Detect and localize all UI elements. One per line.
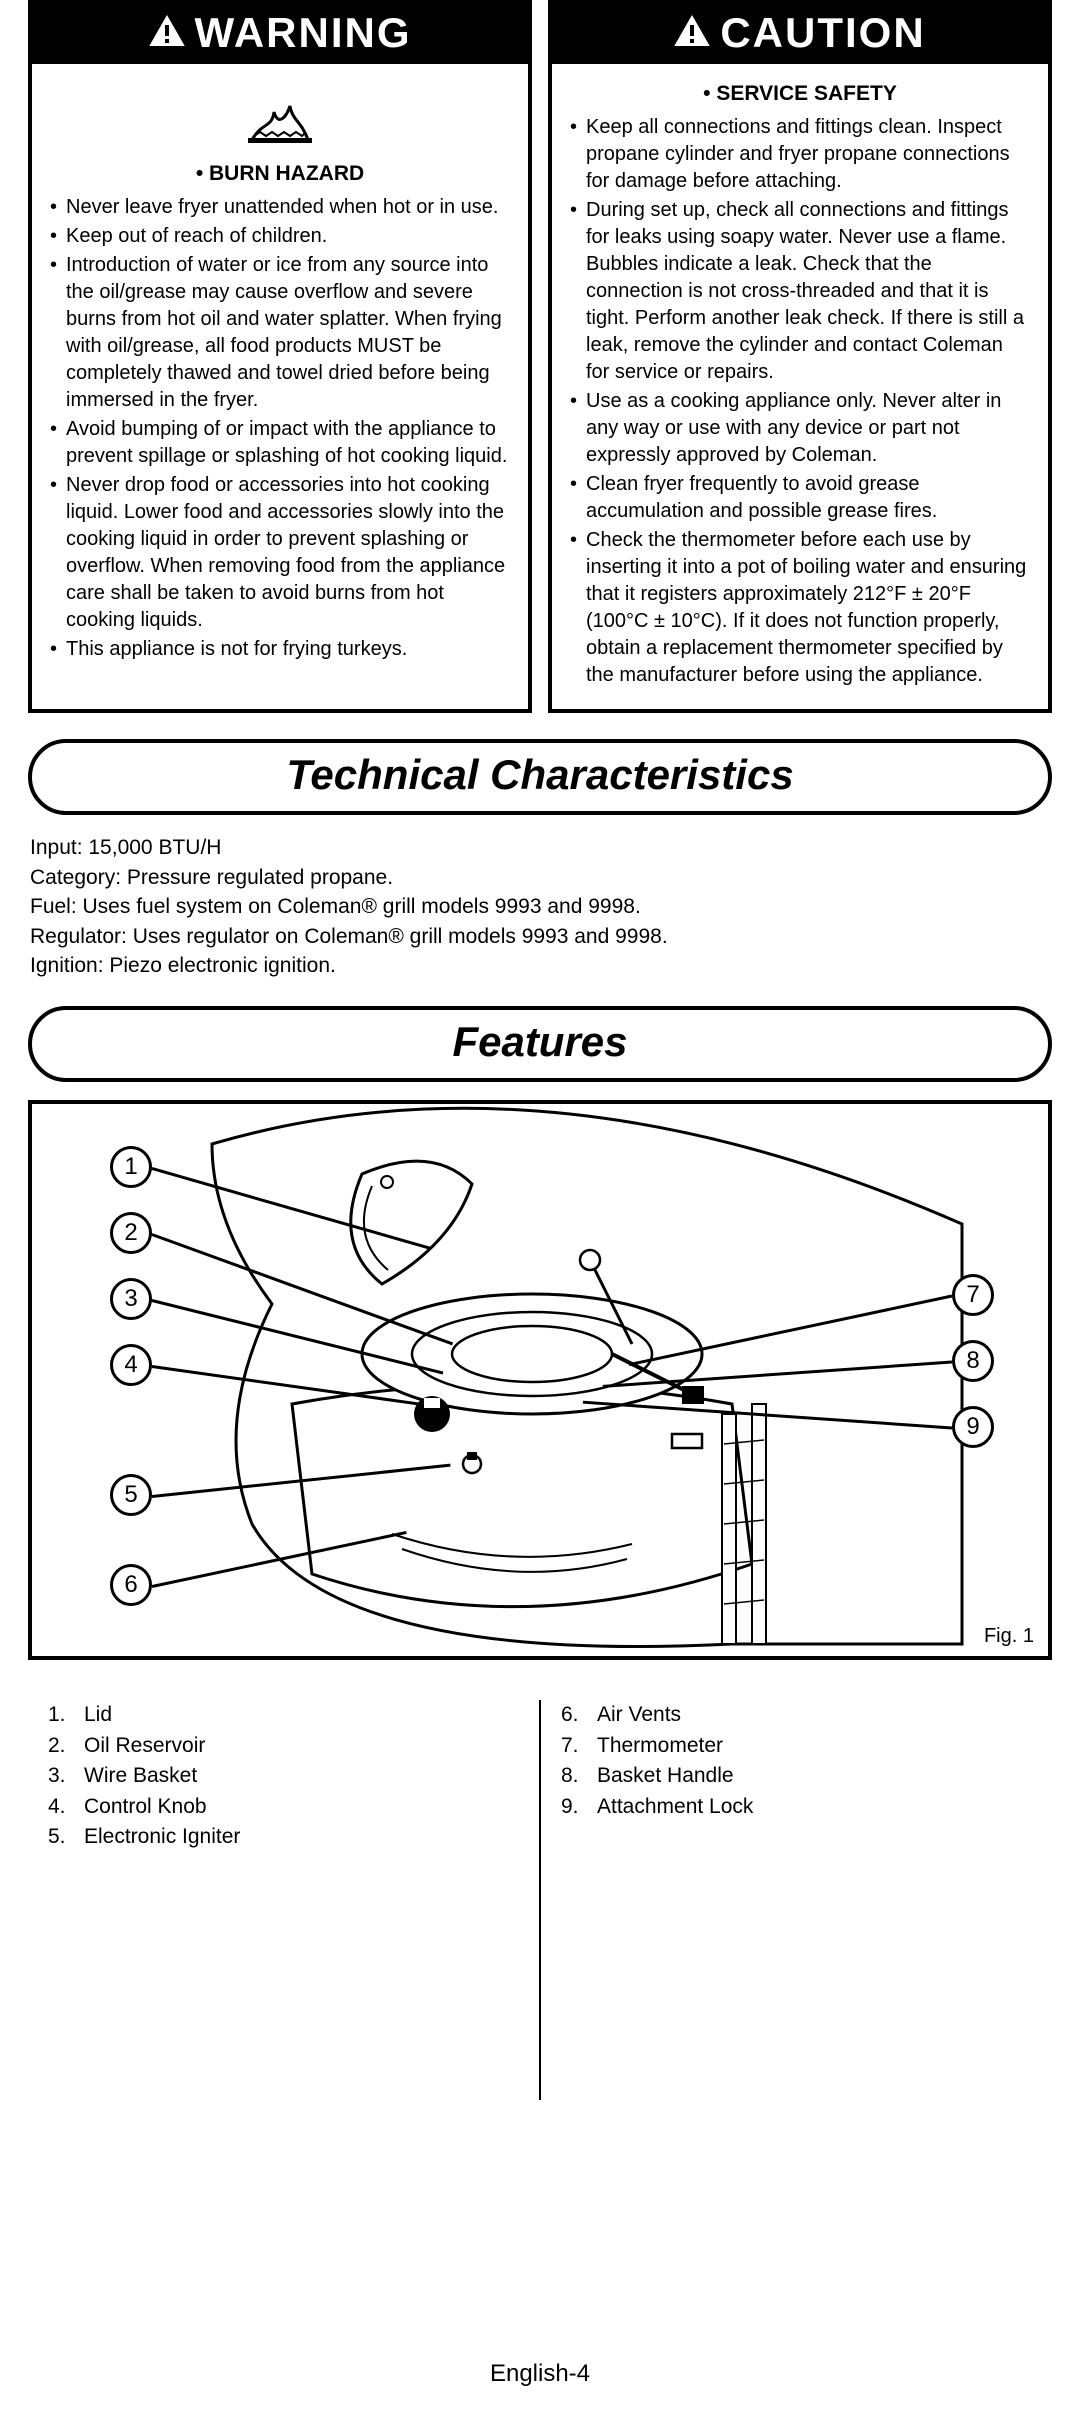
legend-label: Thermometer xyxy=(597,1731,723,1761)
legend-label: Basket Handle xyxy=(597,1761,734,1791)
callout-bubble: 2 xyxy=(110,1212,152,1254)
callout-bubble: 9 xyxy=(952,1406,994,1448)
legend-col-left: 1.Lid2.Oil Reservoir3.Wire Basket4.Contr… xyxy=(28,1700,539,2100)
callout-bubble: 5 xyxy=(110,1474,152,1516)
legend-label: Control Knob xyxy=(84,1792,207,1822)
page-footer: English-4 xyxy=(28,2360,1052,2388)
legend-row: 6.Air Vents xyxy=(561,1700,1032,1730)
legend-label: Wire Basket xyxy=(84,1761,197,1791)
safety-item: Use as a cooking appliance only. Never a… xyxy=(570,388,1030,469)
safety-item: During set up, check all connections and… xyxy=(570,197,1030,386)
legend-number: 5. xyxy=(48,1822,84,1852)
callout-bubble: 6 xyxy=(110,1564,152,1606)
safety-item: Keep all connections and fittings clean.… xyxy=(570,114,1030,195)
legend-number: 4. xyxy=(48,1792,84,1822)
tech-spec-line: Ignition: Piezo electronic ignition. xyxy=(30,951,1050,980)
service-safety-title: • SERVICE SAFETY xyxy=(570,80,1030,108)
legend-row: 5.Electronic Igniter xyxy=(48,1822,519,1852)
features-legend: 1.Lid2.Oil Reservoir3.Wire Basket4.Contr… xyxy=(28,1700,1052,2100)
legend-row: 2.Oil Reservoir xyxy=(48,1731,519,1761)
safety-item: Avoid bumping of or impact with the appl… xyxy=(50,416,510,470)
safety-item: This appliance is not for frying turkeys… xyxy=(50,636,510,663)
legend-row: 7.Thermometer xyxy=(561,1731,1032,1761)
callout-bubble: 8 xyxy=(952,1340,994,1382)
caution-box: CAUTION • SERVICE SAFETY Keep all connec… xyxy=(548,0,1052,713)
legend-number: 7. xyxy=(561,1731,597,1761)
fryer-illustration xyxy=(32,1104,1048,1656)
manual-page: WARNING • BURN HAZARD Never leave fryer … xyxy=(0,0,1080,2428)
legend-number: 3. xyxy=(48,1761,84,1791)
tech-spec-line: Category: Pressure regulated propane. xyxy=(30,863,1050,892)
legend-number: 2. xyxy=(48,1731,84,1761)
legend-number: 9. xyxy=(561,1792,597,1822)
tech-spec-line: Regulator: Uses regulator on Coleman® gr… xyxy=(30,922,1050,951)
legend-row: 4.Control Knob xyxy=(48,1792,519,1822)
legend-row: 8.Basket Handle xyxy=(561,1761,1032,1791)
caution-body: • SERVICE SAFETY Keep all connections an… xyxy=(552,64,1048,709)
safety-item: Clean fryer frequently to avoid grease a… xyxy=(570,471,1030,525)
callout-bubble: 1 xyxy=(110,1146,152,1188)
legend-row: 9.Attachment Lock xyxy=(561,1792,1032,1822)
caution-list: Keep all connections and fittings clean.… xyxy=(570,114,1030,689)
legend-number: 6. xyxy=(561,1700,597,1730)
safety-item: Keep out of reach of children. xyxy=(50,223,510,250)
features-diagram: Fig. 1 123456789 xyxy=(28,1100,1052,1660)
safety-boxes-row: WARNING • BURN HAZARD Never leave fryer … xyxy=(28,0,1052,713)
warning-headline: WARNING xyxy=(195,12,412,54)
callout-bubble: 3 xyxy=(110,1278,152,1320)
section-technical-title: Technical Characteristics xyxy=(28,739,1052,815)
warning-body: • BURN HAZARD Never leave fryer unattend… xyxy=(32,64,528,683)
legend-number: 1. xyxy=(48,1700,84,1730)
legend-row: 3.Wire Basket xyxy=(48,1761,519,1791)
tech-spec-line: Input: 15,000 BTU/H xyxy=(30,833,1050,862)
legend-label: Electronic Igniter xyxy=(84,1822,240,1852)
warning-box: WARNING • BURN HAZARD Never leave fryer … xyxy=(28,0,532,713)
safety-item: Check the thermometer before each use by… xyxy=(570,527,1030,689)
legend-label: Oil Reservoir xyxy=(84,1731,205,1761)
legend-label: Air Vents xyxy=(597,1700,681,1730)
safety-item: Never drop food or accessories into hot … xyxy=(50,472,510,634)
burn-hazard-icon xyxy=(50,82,510,154)
caution-headline: CAUTION xyxy=(720,12,925,54)
warning-list: Never leave fryer unattended when hot or… xyxy=(50,194,510,663)
safety-item: Introduction of water or ice from any so… xyxy=(50,252,510,414)
callout-bubble: 7 xyxy=(952,1274,994,1316)
tech-spec-line: Fuel: Uses fuel system on Coleman® grill… xyxy=(30,892,1050,921)
section-features-title: Features xyxy=(28,1006,1052,1082)
safety-item: Never leave fryer unattended when hot or… xyxy=(50,194,510,221)
legend-col-right: 6.Air Vents7.Thermometer8.Basket Handle9… xyxy=(541,1700,1052,2100)
technical-specs: Input: 15,000 BTU/HCategory: Pressure re… xyxy=(28,833,1052,980)
caution-header: CAUTION xyxy=(552,4,1048,64)
legend-row: 1.Lid xyxy=(48,1700,519,1730)
alert-triangle-icon xyxy=(674,15,710,52)
legend-label: Lid xyxy=(84,1700,112,1730)
burn-hazard-title: • BURN HAZARD xyxy=(50,160,510,188)
alert-triangle-icon xyxy=(149,15,185,52)
callout-bubble: 4 xyxy=(110,1344,152,1386)
legend-number: 8. xyxy=(561,1761,597,1791)
warning-header: WARNING xyxy=(32,4,528,64)
legend-label: Attachment Lock xyxy=(597,1792,753,1822)
